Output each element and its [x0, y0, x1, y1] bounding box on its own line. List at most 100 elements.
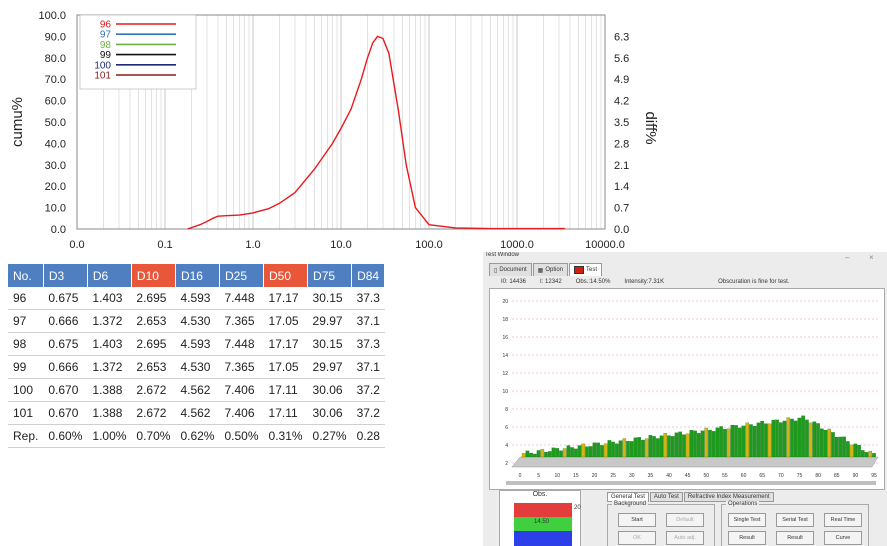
option-icon: ▦: [537, 267, 544, 274]
curve-button[interactable]: Curve: [824, 531, 862, 545]
histogram-bar: [745, 422, 750, 458]
histogram-panel: 20 18 16 14 12 10 8 6 4 2 0 5 10 15 20 25 30 35 40 45 50 55 60…: [489, 288, 885, 490]
histogram-bar: [577, 445, 582, 458]
histogram-bar: [600, 445, 604, 458]
tab-document[interactable]: ▯ Document: [489, 263, 532, 276]
close-button[interactable]: ×: [869, 253, 874, 262]
table-cell: 30.06: [307, 401, 352, 425]
y2-axis-label: diff%: [642, 111, 659, 144]
histogram-bar: [764, 423, 768, 458]
real-time-button[interactable]: Real Time: [824, 513, 862, 527]
histogram-x-tick: 65: [759, 473, 765, 479]
table-cell: 37.2: [351, 401, 385, 425]
col-header-d16: D16: [175, 264, 220, 287]
histogram-bar: [816, 423, 820, 458]
histogram-y-tick: 6: [505, 425, 508, 431]
histogram-bar: [805, 419, 809, 458]
i0-value: I0: 14436: [501, 279, 527, 285]
histogram-bar: [756, 422, 761, 458]
tab-option[interactable]: ▦ Option: [532, 263, 569, 276]
histogram-bar: [793, 420, 798, 458]
table-cell: 101: [8, 401, 44, 425]
start-button[interactable]: Start: [618, 513, 656, 527]
operations-group-title: Operations: [726, 501, 760, 507]
controls-panel: Obs. 14.50 20 General Test Auto Test Ref…: [489, 490, 883, 546]
histogram-bar: [767, 423, 772, 458]
series-line-96: [187, 35, 565, 230]
histogram-bar: [656, 438, 660, 458]
table-cell: 7.448: [219, 332, 264, 356]
histogram-bar: [529, 452, 533, 458]
legend-label-100: 100: [94, 60, 111, 71]
histogram-bar: [611, 441, 615, 458]
table-cell: 0.62%: [175, 424, 220, 448]
col-header-d10: D10: [131, 264, 176, 287]
default-button[interactable]: Default: [666, 513, 704, 527]
table-cell: 2.695: [131, 287, 176, 310]
table-cell: 37.2: [351, 378, 385, 402]
table-row: 100 0.670 1.388 2.672 4.562 7.406 17.11 30.06 37…: [8, 378, 385, 402]
histogram-x-tick: 20: [592, 473, 598, 479]
result-button-2[interactable]: Result: [776, 531, 814, 545]
x-tick-label: 10000.0: [585, 239, 625, 251]
table-cell: 97: [8, 309, 44, 333]
histogram-bar: [860, 450, 865, 458]
obscuration-message: Obscuration is fine for test.: [718, 279, 790, 285]
histogram-y-tick: 14: [502, 353, 508, 359]
table-cell: 0.666: [43, 355, 88, 379]
histogram-x-tick: 5: [537, 473, 540, 479]
legend-label-97: 97: [100, 30, 112, 41]
col-header-d75: D75: [307, 264, 353, 287]
histogram-bar: [834, 436, 839, 458]
y-tick-label: 40.0: [45, 138, 66, 150]
result-button[interactable]: Result: [728, 531, 766, 545]
histogram-bar: [697, 433, 701, 458]
y-tick-label: 30.0: [45, 160, 66, 172]
tab-test[interactable]: Test: [569, 263, 603, 276]
table-cell: 37.1: [351, 355, 385, 379]
plot-area-frame: [76, 14, 606, 230]
table-cell: 0.50%: [219, 424, 264, 448]
histogram-x-tick: 50: [704, 473, 710, 479]
table-cell: 0.28: [351, 424, 385, 448]
histogram-bar: [801, 415, 805, 458]
single-test-button[interactable]: Single Test: [728, 513, 766, 527]
test-icon: [574, 266, 585, 274]
histogram-bar: [641, 439, 645, 458]
histogram-bar: [685, 433, 690, 458]
i-value: I: 12342: [540, 279, 562, 285]
serial-test-button[interactable]: Serial Test: [776, 513, 814, 527]
operations-group: Operations Single Test Serial Test Real …: [721, 501, 869, 546]
status-bar: I0: 14436 I: 12342 Obs.:14.50% Intensity…: [501, 279, 881, 285]
histogram-bar: [588, 446, 593, 458]
histogram-x-tick: 55: [722, 473, 728, 479]
histogram-scrollbar[interactable]: [506, 481, 876, 485]
histogram-bar: [581, 443, 586, 458]
histogram-bar: [786, 417, 791, 458]
ok-button[interactable]: OK: [618, 531, 656, 545]
obs-gauge-green: 14.50: [514, 517, 572, 531]
minimize-button[interactable]: –: [845, 253, 850, 262]
obs-gauge-red: [514, 503, 572, 517]
histogram-bar: [551, 447, 556, 458]
histogram-bar: [760, 420, 764, 458]
table-cell: 7.365: [219, 309, 264, 333]
y-tick-label: 100.0: [38, 10, 66, 22]
y-tick-label: 60.0: [45, 96, 66, 108]
histogram-bar: [849, 444, 854, 458]
histogram-bar: [670, 436, 675, 458]
table-cell: 37.1: [351, 309, 385, 333]
tab-auto-test[interactable]: Auto Test: [649, 492, 683, 502]
table-row: 97 0.666 1.372 2.653 4.530 7.365 17.05 29.97 37.…: [8, 309, 385, 333]
histogram-bar: [622, 438, 627, 458]
table-row: 101 0.670 1.388 2.672 4.562 7.406 17.11 30.06 37…: [8, 401, 385, 425]
histogram-bar: [823, 429, 828, 458]
y-tick-label: 70.0: [45, 74, 66, 86]
table-cell: 30.15: [307, 287, 352, 310]
histogram-bar: [741, 425, 746, 458]
histogram-bar: [734, 425, 738, 458]
tab-test-label: Test: [586, 267, 598, 273]
auto-adj-button[interactable]: Auto adj.: [666, 531, 704, 545]
obs-gauge: Obs. 14.50 20: [499, 490, 581, 546]
intensity-value: Intensity:7.31K: [624, 279, 665, 285]
